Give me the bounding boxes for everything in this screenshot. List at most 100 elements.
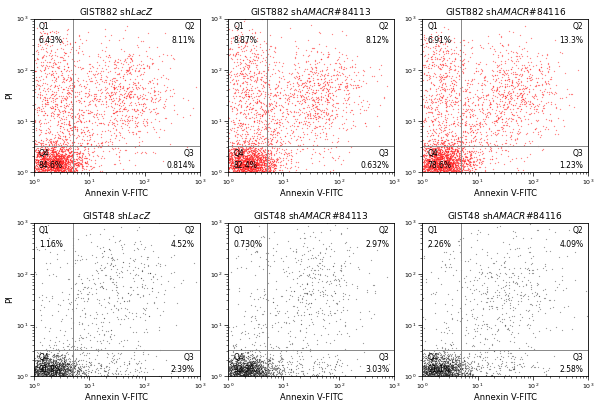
Point <box>138 102 148 109</box>
Point <box>224 358 234 365</box>
Point <box>476 143 486 149</box>
Point <box>451 157 460 163</box>
Point <box>58 107 67 114</box>
Point <box>32 359 41 366</box>
Point <box>77 82 86 89</box>
Point <box>433 364 442 370</box>
Point <box>52 366 61 373</box>
Point <box>270 165 280 171</box>
Point <box>455 370 464 377</box>
Point <box>450 372 460 378</box>
Point <box>294 81 304 88</box>
Point <box>228 362 238 368</box>
Point <box>233 164 243 171</box>
Point <box>508 366 517 373</box>
Point <box>545 248 554 255</box>
Point <box>67 369 76 376</box>
Point <box>105 94 115 100</box>
Point <box>475 136 485 142</box>
Point <box>35 156 45 162</box>
Point <box>224 156 234 162</box>
Point <box>38 167 47 173</box>
Point <box>433 155 442 161</box>
Point <box>68 371 77 378</box>
Point <box>308 112 318 118</box>
Point <box>443 161 452 167</box>
Point <box>315 68 325 75</box>
Point <box>475 108 485 115</box>
Point <box>455 97 465 104</box>
Point <box>30 165 40 171</box>
Point <box>115 238 124 244</box>
Point <box>106 102 116 109</box>
Point <box>241 125 251 131</box>
Point <box>228 116 238 123</box>
Point <box>233 156 242 162</box>
Point <box>158 158 168 165</box>
Point <box>65 122 74 128</box>
Point <box>425 357 434 363</box>
Point <box>253 371 263 377</box>
Point <box>101 86 110 92</box>
Point <box>51 364 61 370</box>
Point <box>76 150 85 156</box>
Point <box>32 167 42 174</box>
Point <box>303 112 313 118</box>
Point <box>41 156 51 162</box>
Point <box>550 88 559 95</box>
Point <box>227 363 237 370</box>
Point <box>86 238 96 245</box>
Point <box>430 161 439 167</box>
Point <box>65 77 75 84</box>
Point <box>334 355 343 362</box>
Point <box>447 143 457 150</box>
Point <box>419 363 428 370</box>
Point <box>49 153 58 160</box>
Point <box>514 322 524 328</box>
Point <box>55 369 65 376</box>
Point <box>475 368 484 375</box>
Point <box>101 364 111 370</box>
Point <box>440 131 449 137</box>
Point <box>48 151 58 157</box>
Point <box>233 156 243 162</box>
Point <box>37 165 46 172</box>
Point <box>451 354 461 361</box>
Point <box>438 360 448 366</box>
Point <box>462 163 472 169</box>
Point <box>62 127 71 134</box>
Point <box>233 32 243 38</box>
Point <box>512 95 522 101</box>
Point <box>52 78 61 84</box>
Point <box>244 361 254 368</box>
Point <box>439 358 449 364</box>
Point <box>453 149 463 155</box>
Point <box>255 355 265 362</box>
Point <box>447 153 457 160</box>
Point <box>427 364 437 370</box>
Point <box>41 372 51 379</box>
Point <box>55 372 64 379</box>
Point <box>125 88 135 95</box>
Point <box>233 162 243 169</box>
Point <box>478 151 487 157</box>
Point <box>241 344 250 350</box>
Point <box>113 71 123 78</box>
Point <box>58 371 68 378</box>
Point <box>40 369 50 375</box>
Point <box>482 135 491 142</box>
Point <box>253 352 262 358</box>
Point <box>425 165 435 172</box>
Point <box>293 88 303 95</box>
Point <box>488 96 498 103</box>
Point <box>83 160 92 167</box>
Point <box>29 366 39 373</box>
Point <box>372 247 382 254</box>
Point <box>443 155 452 162</box>
Point <box>260 157 270 163</box>
Point <box>76 154 86 161</box>
Point <box>41 157 50 164</box>
Point <box>488 82 498 89</box>
Point <box>254 357 264 363</box>
Point <box>34 165 44 171</box>
